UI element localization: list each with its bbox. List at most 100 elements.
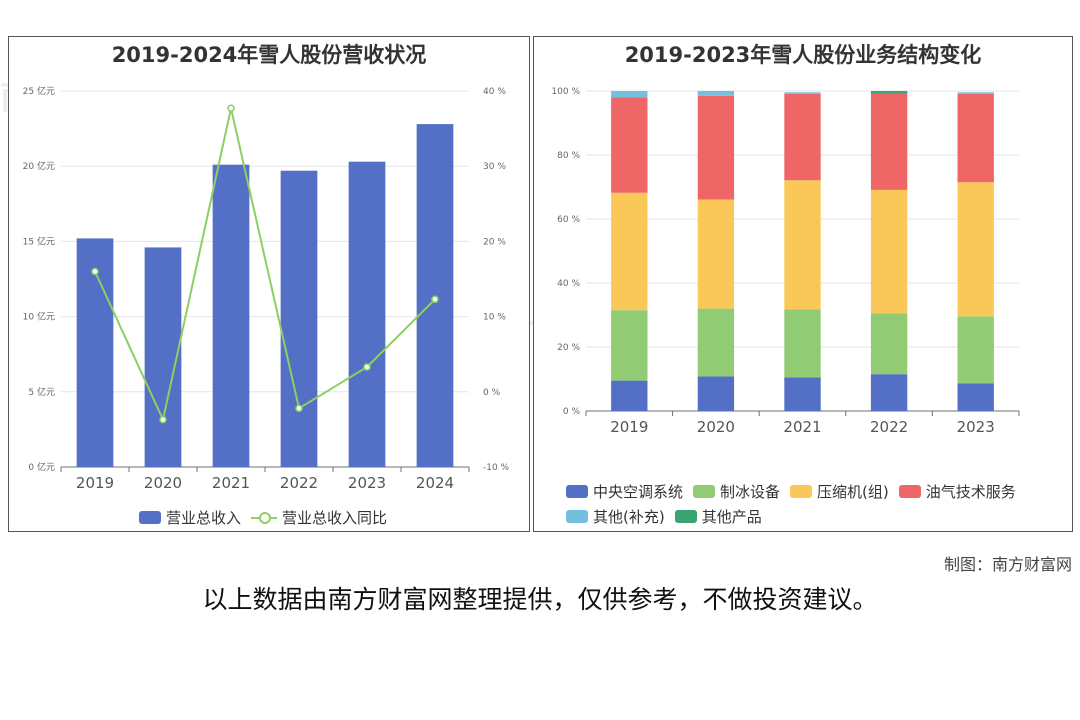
y-tick-label: 0 % — [563, 407, 581, 417]
stacked-bar-segment — [957, 383, 994, 411]
bar — [76, 238, 114, 467]
x-tick-label: 2022 — [870, 418, 908, 436]
x-tick-label: 2022 — [280, 474, 318, 492]
legend-swatch — [139, 511, 161, 524]
line-series — [94, 108, 436, 423]
stacked-bar-segment — [957, 316, 994, 384]
stacked-bar-segment — [611, 192, 648, 311]
chart-title: 2019-2023年雪人股份业务结构变化 — [624, 43, 982, 67]
legend-label: 营业总收入 — [166, 509, 242, 527]
legend-swatch — [790, 485, 813, 498]
stacked-bar-segment — [870, 313, 908, 375]
bar — [416, 124, 454, 467]
stacked-bar-segment — [870, 91, 908, 94]
y-tick-label: 5 亿元 — [28, 386, 55, 398]
y2-tick-label: 40 % — [483, 87, 506, 97]
line-point — [363, 363, 371, 371]
legend: 中央空调系统 制冰设备 压缩机(组) 油气技术服务其他(补充) 其他产品 — [566, 479, 1066, 529]
stacked-bar-segment — [784, 309, 821, 378]
bar — [212, 164, 250, 468]
bar — [348, 161, 386, 468]
legend-swatch — [251, 511, 278, 524]
x-tick-label: 2021 — [212, 474, 250, 492]
revenue-chart: 0 亿元 5 亿元 10 亿元 15 亿元 20 亿元 25 亿元 -10 % 0 % 10 %… — [23, 85, 510, 492]
y2-tick-label: 20 % — [483, 237, 506, 247]
legend-item[interactable]: 油气技术服务 — [898, 479, 1016, 504]
line-point — [159, 415, 167, 424]
bar — [144, 247, 182, 467]
legend-label: 营业总收入同比 — [282, 509, 388, 527]
x-tick-label: 2020 — [144, 474, 182, 492]
stacked-bar-segment — [957, 92, 994, 94]
x-tick-label: 2023 — [957, 418, 995, 436]
stacked-bar-segment — [611, 310, 648, 381]
y-tick-label: 100 % — [551, 87, 580, 97]
business-structure-chart: 0 % 20 % 40 % 60 % 80 % 100 % 2019 2020 2021 2022… — [551, 87, 1020, 436]
legend-item[interactable]: 中央空调系统 — [566, 479, 683, 504]
business-structure-chart-panel: 2019-2023年雪人股份业务结构变化 0 % 20 % 40 % 60 % 80 %… — [533, 36, 1073, 532]
y-tick-label: 40 % — [557, 279, 580, 289]
y2-tick-label: -10 % — [483, 463, 510, 473]
stacked-bar-segment — [611, 97, 648, 193]
legend-swatch — [674, 510, 697, 523]
stacked-bar-segment — [697, 376, 735, 411]
stacked-bar-segment — [870, 93, 908, 190]
y-tick-label: 20 % — [557, 343, 580, 353]
y-tick-label: 10 亿元 — [23, 311, 55, 323]
line-point — [227, 104, 235, 113]
line-point — [295, 404, 303, 413]
legend-label: 中央空调系统 — [593, 483, 684, 501]
legend-label: 制冰设备 — [720, 483, 781, 501]
legend-label: 其他产品 — [701, 508, 762, 526]
y2-tick-label: 0 % — [483, 388, 501, 398]
x-tick-label: 2021 — [783, 418, 821, 436]
stacked-bar-segment — [697, 199, 735, 309]
stacked-bar-segment — [870, 374, 908, 411]
y-tick-label: 80 % — [557, 151, 580, 161]
bar — [280, 170, 318, 467]
x-tick-label: 2024 — [416, 474, 454, 492]
stacked-bar-segment — [957, 93, 994, 183]
legend-item[interactable]: 制冰设备 — [693, 479, 780, 504]
legend-item[interactable]: 营业总收入同比 — [251, 505, 387, 530]
x-tick-label: 2019 — [610, 418, 648, 436]
line-point — [91, 267, 99, 276]
stacked-bar-segment — [611, 380, 648, 411]
stacked-bar-segment — [784, 92, 821, 94]
stacked-bar-segment — [697, 95, 735, 200]
y2-tick-label: 10 % — [483, 313, 506, 323]
y2-tick-label: 30 % — [483, 162, 506, 172]
y-tick-label: 15 亿元 — [23, 235, 55, 247]
legend-swatch — [566, 485, 588, 498]
legend-swatch — [566, 510, 588, 523]
legend-item[interactable]: 其他(补充) — [566, 504, 665, 529]
chart-title: 2019-2024年雪人股份营收状况 — [111, 43, 427, 67]
stacked-bar-segment — [784, 93, 821, 181]
x-tick-label: 2019 — [76, 474, 114, 492]
y-tick-label: 0 亿元 — [28, 461, 55, 473]
chart-credit: 制图：南方财富网 — [943, 555, 1072, 574]
stacked-bar-segment — [870, 189, 908, 314]
x-tick-label: 2023 — [348, 474, 386, 492]
legend-swatch — [898, 485, 921, 498]
y-tick-label: 25 亿元 — [23, 85, 55, 97]
stacked-bar-segment — [957, 182, 994, 317]
legend-label: 其他(补充) — [593, 508, 665, 526]
legend-swatch — [693, 485, 716, 498]
legend: 营业总收入 营业总收入同比 — [139, 505, 397, 530]
y-tick-label: 20 亿元 — [23, 160, 55, 172]
stacked-bar-segment — [697, 308, 735, 377]
x-tick-label: 2020 — [697, 418, 735, 436]
legend-label: 压缩机(组) — [817, 483, 889, 501]
stacked-bar-segment — [784, 180, 821, 310]
stacked-bar-segment — [611, 91, 648, 98]
legend-item[interactable]: 营业总收入 — [139, 505, 241, 530]
disclaimer-text: 以上数据由南方财富网整理提供，仅供参考，不做投资建议。 — [202, 585, 878, 614]
y-tick-label: 60 % — [557, 215, 580, 225]
revenue-chart-panel: 2019-2024年雪人股份营收状况 0 亿元 5 亿元 10 亿元 15 亿元 20 … — [8, 36, 530, 532]
legend-item[interactable]: 压缩机(组) — [790, 479, 889, 504]
stacked-bar-segment — [697, 91, 735, 96]
line-point — [431, 295, 439, 304]
legend-item[interactable]: 其他产品 — [674, 504, 762, 529]
legend-label: 油气技术服务 — [925, 483, 1016, 501]
